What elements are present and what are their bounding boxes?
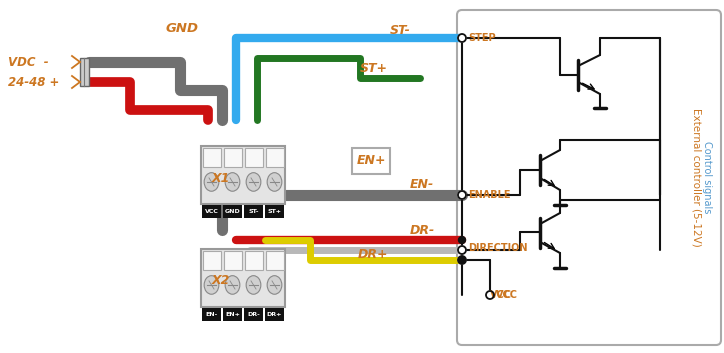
FancyBboxPatch shape [244,205,263,218]
Text: ST+: ST+ [360,61,388,74]
Ellipse shape [267,173,282,191]
Text: DR-: DR- [247,312,260,317]
Text: X1: X1 [212,172,230,185]
Circle shape [486,291,494,299]
FancyBboxPatch shape [265,205,284,218]
FancyBboxPatch shape [245,251,263,270]
FancyBboxPatch shape [80,58,89,86]
Text: VDC  -: VDC - [8,55,49,68]
FancyBboxPatch shape [265,308,284,321]
Text: External controller (5-12V): External controller (5-12V) [691,108,701,247]
FancyBboxPatch shape [266,148,284,167]
FancyBboxPatch shape [223,308,242,321]
FancyBboxPatch shape [245,148,263,167]
FancyBboxPatch shape [203,148,221,167]
Ellipse shape [204,173,219,191]
Ellipse shape [225,173,240,191]
Circle shape [458,237,466,244]
Text: DR-: DR- [410,223,435,237]
Text: ST-: ST- [248,209,258,214]
Ellipse shape [267,276,282,294]
Text: STEP: STEP [468,33,496,43]
Text: EN+: EN+ [225,312,240,317]
Circle shape [458,256,466,264]
Text: 24-48 +: 24-48 + [8,76,59,89]
FancyBboxPatch shape [203,251,221,270]
FancyBboxPatch shape [224,148,242,167]
FancyBboxPatch shape [457,10,721,345]
Text: EN+: EN+ [356,155,386,168]
Ellipse shape [204,276,219,294]
Text: GND: GND [166,22,198,35]
FancyBboxPatch shape [201,249,285,307]
Text: ST+: ST+ [267,209,282,214]
FancyBboxPatch shape [224,251,242,270]
FancyBboxPatch shape [202,308,221,321]
Text: DR+: DR+ [358,249,389,262]
Text: ST-: ST- [390,24,411,36]
Text: EN-: EN- [206,312,218,317]
FancyBboxPatch shape [244,308,263,321]
FancyBboxPatch shape [201,146,285,204]
Text: VCC: VCC [496,290,518,300]
Text: Control signals: Control signals [702,141,712,214]
Text: ENABLE: ENABLE [468,190,510,200]
FancyBboxPatch shape [202,205,221,218]
Ellipse shape [246,173,261,191]
Circle shape [458,246,466,254]
Text: EN-: EN- [410,179,434,191]
Text: X2: X2 [212,275,230,287]
Text: DR+: DR+ [267,312,282,317]
Ellipse shape [225,276,240,294]
FancyBboxPatch shape [266,251,284,270]
FancyBboxPatch shape [352,148,390,174]
Circle shape [458,34,466,42]
Text: VCC: VCC [205,209,219,214]
Circle shape [458,257,466,263]
Text: VCC: VCC [490,290,512,300]
Text: GND: GND [224,209,240,214]
FancyBboxPatch shape [223,205,242,218]
Ellipse shape [246,276,261,294]
Text: DIRECTION: DIRECTION [468,243,528,253]
Circle shape [458,191,466,199]
